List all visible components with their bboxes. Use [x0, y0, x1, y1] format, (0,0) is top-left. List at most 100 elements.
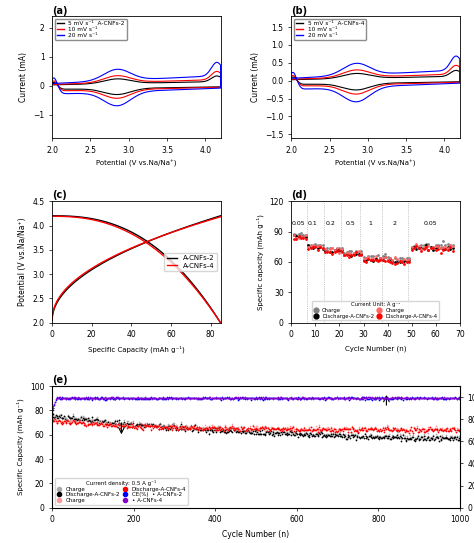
Discharge-A-CNFs-2 [346, 434, 354, 443]
Point [135, 394, 143, 403]
Point [231, 393, 239, 402]
Charge  [273, 424, 281, 432]
Point [361, 394, 369, 402]
Discharge-A-CNFs-4 [143, 422, 150, 431]
Point [350, 393, 358, 402]
Point [386, 258, 394, 267]
Discharge-A-CNFs-2 [196, 426, 204, 434]
Charge  [326, 427, 334, 435]
Point [307, 241, 314, 250]
Charge [79, 412, 86, 420]
Charge [158, 422, 165, 431]
Discharge-A-CNFs-2 [316, 430, 324, 438]
Discharge-A-CNFs-2 [146, 422, 154, 431]
Point [151, 394, 158, 402]
Discharge-A-CNFs-4 [58, 418, 65, 426]
Point [88, 395, 95, 404]
Discharge-A-CNFs-4 [85, 420, 93, 428]
Charge  [82, 421, 90, 430]
Point [147, 393, 155, 402]
Point [376, 394, 384, 403]
Charge  [246, 422, 254, 431]
Discharge-A-CNFs-4 [262, 423, 269, 432]
Point [201, 394, 208, 402]
Point [206, 394, 214, 403]
Point [178, 394, 186, 403]
Charge [341, 430, 349, 438]
Charge  [191, 424, 199, 432]
Discharge-A-CNFs-4 [131, 422, 139, 431]
Charge  [58, 417, 65, 426]
Charge  [201, 425, 208, 433]
Discharge-A-CNFs-2 [408, 434, 415, 443]
Point [304, 243, 312, 252]
Charge  [414, 427, 421, 436]
Charge  [425, 425, 432, 434]
Charge [91, 416, 98, 425]
Discharge-A-CNFs-2 [229, 424, 237, 432]
Charge [227, 425, 234, 433]
Charge  [239, 423, 247, 432]
Discharge-A-CNFs-4 [251, 425, 258, 433]
Charge  [195, 422, 203, 431]
Charge [399, 433, 406, 442]
Point [162, 394, 170, 403]
Point [240, 394, 248, 403]
Discharge-A-CNFs-2 [270, 427, 277, 436]
Point [423, 393, 430, 402]
Point [163, 394, 171, 402]
Charge [374, 432, 382, 441]
Charge  [288, 426, 295, 434]
Point [376, 394, 384, 402]
Point [96, 394, 104, 402]
Discharge-A-CNFs-4 [277, 425, 284, 433]
Point [413, 244, 420, 253]
Charge  [343, 424, 351, 433]
Charge  [211, 425, 219, 434]
Charge [145, 419, 153, 428]
Point [359, 395, 367, 403]
Point [423, 395, 430, 403]
Point [234, 394, 241, 402]
Discharge-A-CNFs-2 [396, 431, 404, 440]
Point [196, 395, 204, 403]
Discharge-A-CNFs-2 [346, 432, 353, 440]
Discharge-A-CNFs-2 [434, 433, 441, 441]
Discharge-A-CNFs-4 [213, 424, 221, 433]
Discharge-A-CNFs-2 [82, 415, 89, 424]
Point [403, 254, 410, 262]
Point [246, 394, 254, 402]
Discharge-A-CNFs-2 [415, 435, 422, 444]
Discharge-A-CNFs-4 [230, 425, 238, 434]
Discharge-A-CNFs-2 [350, 432, 358, 440]
Discharge-A-CNFs-4 [435, 426, 443, 435]
Discharge-A-CNFs-4 [176, 423, 183, 432]
Charge [265, 430, 273, 439]
Point [137, 394, 145, 402]
Discharge-A-CNFs-4 [169, 421, 176, 430]
Point [80, 395, 87, 403]
Discharge-A-CNFs-2 [172, 426, 180, 434]
Charge [99, 416, 106, 425]
Point [226, 393, 233, 402]
Discharge-A-CNFs-2 [386, 434, 394, 443]
Discharge-A-CNFs-2 [92, 415, 100, 424]
Charge  [372, 422, 379, 431]
Point [292, 230, 300, 239]
Point [104, 394, 112, 402]
Discharge-A-CNFs-4 [256, 424, 264, 432]
Point [83, 395, 91, 403]
Discharge-A-CNFs-4 [325, 425, 333, 433]
Discharge-A-CNFs-2 [345, 432, 352, 441]
Point [82, 393, 90, 402]
Point [311, 240, 319, 249]
Charge [185, 424, 192, 432]
Charge [295, 429, 302, 438]
Charge [87, 415, 95, 424]
Charge  [270, 424, 277, 432]
Discharge-A-CNFs-4 [289, 424, 296, 432]
Discharge-A-CNFs-4 [274, 423, 282, 432]
Point [311, 241, 319, 250]
Discharge-A-CNFs-2 [159, 422, 166, 431]
Point [62, 395, 69, 403]
